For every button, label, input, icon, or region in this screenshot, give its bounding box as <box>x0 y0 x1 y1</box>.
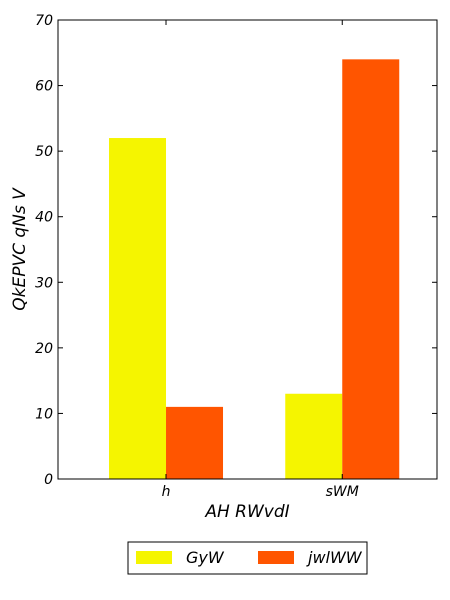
legend-label-series-1: GyW <box>186 548 225 567</box>
bar-1-1 <box>109 138 167 479</box>
legend-frame <box>127 541 368 575</box>
ticks-layer: h sWM 0 10 20 30 40 50 60 70 <box>35 13 437 500</box>
x-tick-label: sWM <box>326 484 359 500</box>
plot-frame <box>57 19 438 480</box>
legend: GyW jwlWW <box>127 541 368 575</box>
y-tick-label: 30 <box>35 275 53 291</box>
bar-2-2 <box>342 59 400 479</box>
legend-swatch-series-2 <box>258 551 294 564</box>
bar-1-2 <box>285 393 343 479</box>
bar-2-1 <box>166 406 224 479</box>
x-axis-title: AH RWvdI <box>204 502 289 522</box>
bars-layer <box>109 59 400 479</box>
y-tick-label: 60 <box>35 79 53 95</box>
y-tick-label: 0 <box>44 472 53 488</box>
legend-swatch-series-1 <box>136 551 172 564</box>
y-tick-label: 40 <box>35 210 53 226</box>
legend-label-series-2: jwlWW <box>306 548 363 567</box>
y-tick-label: 70 <box>35 13 53 29</box>
y-axis-title: QkEPVC qNs V <box>10 187 30 311</box>
x-tick-label: h <box>162 484 171 500</box>
y-tick-label: 20 <box>35 341 53 357</box>
y-tick-label: 50 <box>35 144 53 160</box>
y-tick-label: 10 <box>35 406 53 422</box>
